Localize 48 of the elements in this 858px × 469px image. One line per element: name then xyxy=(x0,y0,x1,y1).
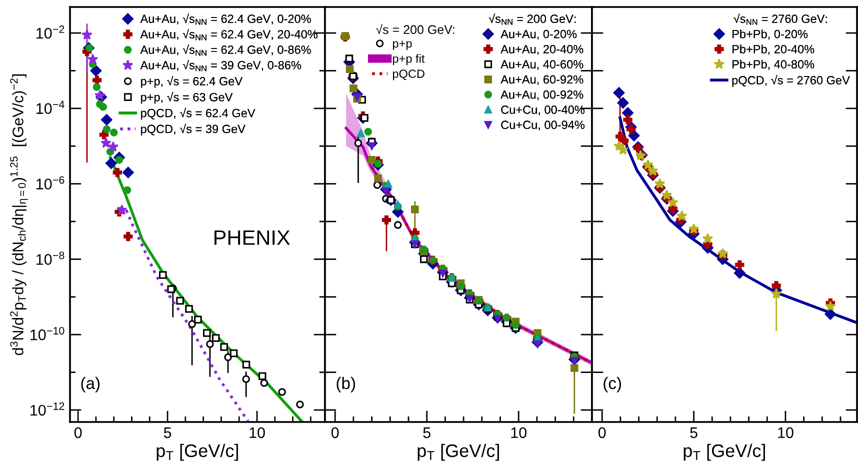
x-tick-label: 5 xyxy=(164,427,172,438)
x-axis-title: p$_{T}$ [GeV/c] xyxy=(684,444,765,461)
text: d$^{3}$N/d$^{2}$p$_{T}$dy / (dN$_{ch}$/dη|$_{η=0}$)$^{1.25}$ [(GeV/c)$^{−2}$] xyxy=(10,74,28,356)
legend-label: Au+Au, 40-60% xyxy=(500,60,584,70)
x-tick-label: 5 xyxy=(423,427,430,438)
legend-label: Au+Au, √s$_{NN}$ = 39 GeV, 0-86% xyxy=(140,60,302,72)
legend-label: Pb+Pb, 40-80% xyxy=(732,60,814,70)
x-tick-label: 5 xyxy=(690,427,698,438)
legend-label: Pb+Pb, 0-20% xyxy=(732,30,808,40)
y-tick-label: 10$^{−2}$ xyxy=(36,25,64,39)
legend-label: p+p fit xyxy=(392,54,425,66)
legend-label: p+p, √s = 62.4 GeV xyxy=(141,76,242,88)
legend-label: pQCD, √s = 2760 GeV xyxy=(732,74,850,87)
y-tick-label: 10$^{−8}$ xyxy=(36,252,64,265)
legend-label: Au+Au, √s$_{NN}$ = 62.4 GeV, 0-20% xyxy=(140,14,311,25)
legend-label: Au+Au, 00-92% xyxy=(500,90,584,100)
annotation: (a) xyxy=(81,376,100,392)
x-tick-label: 0 xyxy=(331,427,339,438)
x-tick-label: 10 xyxy=(250,427,265,438)
y-tick-label: 10$^{−10}$ xyxy=(30,326,64,340)
x-axis-title: p$_{T}$ [GeV/c] xyxy=(156,444,238,461)
legend-label: Au+Au, 60-92% xyxy=(500,75,584,86)
legend-label: Au+Au, 20-40% xyxy=(500,44,584,55)
x-tick-label: 0 xyxy=(74,427,82,438)
legend-label: Cu+Cu, 00-94% xyxy=(501,120,584,130)
legend-label: pQCD xyxy=(392,70,424,80)
legend-label: Au+Au, 0-20% xyxy=(500,30,577,40)
x-tick-label: 0 xyxy=(598,427,606,438)
legend-title: √s$_{NN}$ = 200 GeV: xyxy=(488,14,576,25)
x-tick-label: 10 xyxy=(778,427,794,438)
legend-title: √s$_{NN}$ = 2760 GeV: xyxy=(734,14,827,25)
y-tick-label: 10$^{−6}$ xyxy=(36,176,64,190)
legend-label: p+p xyxy=(392,40,412,50)
legend-label: p+p, √s = 63 GeV xyxy=(141,92,233,104)
y-tick-label: 10$^{−4}$ xyxy=(36,100,64,114)
legend-label: pQCD, √s = 62.4 GeV xyxy=(141,108,256,120)
annotation: (c) xyxy=(604,376,621,392)
x-axis-title: p$_{T}$ [GeV/c] xyxy=(418,444,499,461)
annotation: (b) xyxy=(336,376,356,392)
annotation: PHENIX xyxy=(214,230,290,245)
y-tick-label: 10$^{−12}$ xyxy=(30,402,64,416)
annotation: √s = 200 GeV: xyxy=(376,24,454,34)
legend-label: Cu+Cu, 00-40% xyxy=(501,106,584,116)
legend-label: pQCD, √s = 39 GeV xyxy=(141,124,246,136)
legend-label: Au+Au, √s$_{NN}$ = 62.4 GeV, 0-86% xyxy=(140,44,311,56)
legend-label: Au+Au, √s$_{NN}$ = 62.4 GeV, 20-40% xyxy=(140,28,318,40)
x-tick-label: 10 xyxy=(511,427,526,438)
legend-label: Pb+Pb, 20-40% xyxy=(732,44,814,55)
